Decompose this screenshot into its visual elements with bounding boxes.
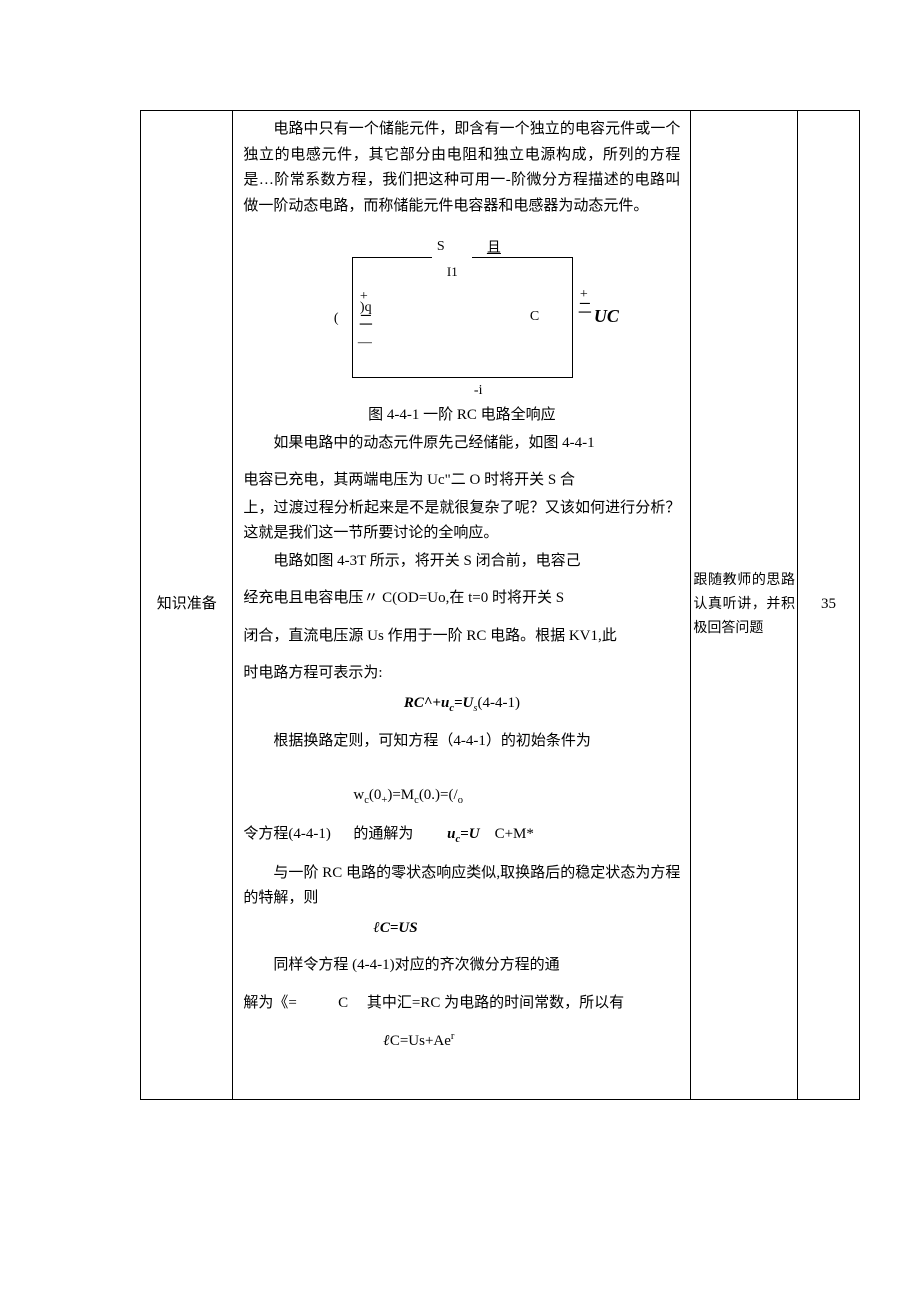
source-minus: — bbox=[358, 331, 372, 355]
paragraph-11: 与一阶 RC 电路的零状态响应类似,取换路后的稳定状态为方程的特解，则 bbox=[243, 861, 680, 912]
paragraph-4: 上，过渡过程分析起来是不是就很复杂了呢？又该如何进行分析？这就是我们这一节所要讨… bbox=[243, 496, 680, 547]
source-symbol-top: )q bbox=[360, 301, 372, 315]
equation-2: wc(0+)=Mc(0.)=(/o bbox=[243, 783, 680, 810]
uc-label: UC bbox=[594, 301, 619, 332]
paragraph-12: 同样令方程 (4-4-1)对应的齐次微分方程的通 bbox=[243, 953, 680, 979]
duration-value: 35 bbox=[821, 596, 836, 612]
duration-cell: 35 bbox=[798, 111, 860, 1100]
figure-caption: 图 4-4-1 一阶 RC 电路全响应 bbox=[243, 403, 680, 429]
capacitor-label: C bbox=[530, 305, 539, 329]
source-paren: ( bbox=[334, 307, 339, 331]
student-activity-cell: 跟随教师的思路认真听讲，并积极回答问题 bbox=[691, 111, 798, 1100]
paragraph-8: 时电路方程可表示为: bbox=[243, 661, 680, 687]
equation-1: RC^+uc=Us(4-4-1) bbox=[243, 691, 680, 718]
content-cell: 电路中只有一个储能元件，即含有一个独立的电容元件或一个独立的电感元件，其它部分由… bbox=[233, 111, 691, 1100]
paragraph-13: 解为《= C 其中汇=RC 为电路的时间常数，所以有 bbox=[243, 991, 680, 1017]
paragraph-2: 如果电路中的动态元件原先己经储能，如图 4-4-1 bbox=[243, 431, 680, 457]
section-label-cell: 知识准备 bbox=[141, 111, 233, 1100]
bottom-minus-i: -i bbox=[474, 379, 483, 403]
current-label: I1 bbox=[447, 261, 458, 283]
paragraph-5: 电路如图 4-3T 所示，将开关 S 闭合前，电容己 bbox=[243, 549, 680, 575]
switch-label: S bbox=[437, 235, 445, 259]
section-label: 知识准备 bbox=[157, 596, 217, 612]
equation-5: ℓC=Us+Aer bbox=[243, 1028, 680, 1055]
resistor-label: 且 bbox=[487, 237, 501, 261]
paragraph-7: 闭合，直流电压源 Us 作用于一阶 RC 电路。根据 KV1,此 bbox=[243, 624, 680, 650]
intro-paragraph: 电路中只有一个储能元件，即含有一个独立的电容元件或一个独立的电感元件，其它部分由… bbox=[243, 117, 680, 219]
lesson-table: 知识准备 电路中只有一个储能元件，即含有一个独立的电容元件或一个独立的电感元件，… bbox=[140, 110, 860, 1100]
source-symbol-bot: 二 bbox=[359, 315, 373, 329]
paragraph-3: 电容已充电，其两端电压为 Uc"二 O 时将开关 S 合 bbox=[243, 468, 680, 494]
paragraph-10: 令方程(4-4-1) 的通解为 uc=U C+M* bbox=[243, 822, 680, 849]
equation-4: ℓC=US bbox=[243, 916, 680, 942]
cap-bars: 二 bbox=[578, 303, 592, 317]
student-activity-text: 跟随教师的思路认真听讲，并积极回答问题 bbox=[693, 573, 795, 636]
circuit-diagram: S 且 I1 + ( )q 二 — C + 二 UC -i bbox=[332, 227, 592, 397]
paragraph-9: 根据换路定则，可知方程（4-4-1）的初始条件为 bbox=[243, 729, 680, 755]
paragraph-6: 经充电且电容电压〃 C(OD=Uo,在 t=0 时将开关 S bbox=[243, 586, 680, 612]
